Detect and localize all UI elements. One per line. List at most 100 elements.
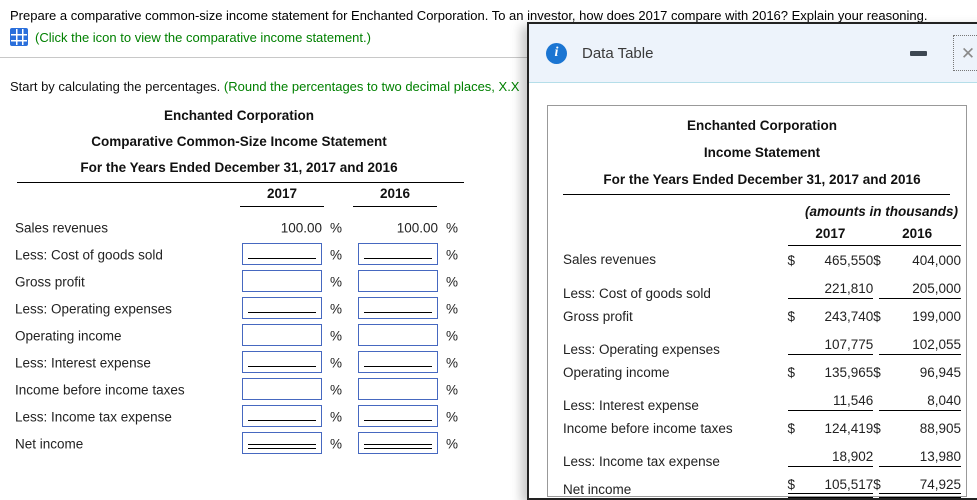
dollar-sign: $ — [787, 252, 796, 268]
input-2017-cogs[interactable] — [242, 243, 322, 265]
amount-2017: 11,546 — [803, 386, 873, 414]
percent-sign: % — [446, 382, 459, 397]
dialog-header: i Data Table ✕ — [529, 24, 977, 83]
dollar-sign: $ — [873, 252, 881, 268]
close-icon: ✕ — [960, 43, 976, 63]
input-2016-income-before-taxes[interactable] — [358, 378, 438, 400]
table-statement-title: Income Statement — [703, 145, 821, 160]
percent-sign: % — [330, 301, 343, 316]
row-label: Less: Interest expense — [563, 397, 699, 413]
table-column-2016: 2016 — [873, 221, 961, 246]
table-grid-icon[interactable] — [10, 28, 28, 46]
table-header-rule — [563, 194, 950, 195]
input-2017-income-tax[interactable] — [242, 405, 322, 427]
amount-2016: 96,945 — [919, 364, 961, 380]
row-label: Sales revenues — [563, 252, 657, 268]
dollar-sign: $ — [873, 364, 881, 380]
dollar-sign — [787, 330, 804, 358]
percent-sign: % — [330, 409, 343, 424]
dollar-sign — [873, 442, 890, 470]
table-row: Less: Interest expense 11,546 8,040 — [563, 386, 961, 414]
input-2016-operating-income[interactable] — [358, 324, 438, 346]
minimize-button[interactable] — [904, 45, 933, 62]
form-row-income-before-taxes: Income before income taxes % % — [10, 376, 480, 403]
row-label: Less: Operating expenses — [15, 301, 172, 316]
dollar-sign: $ — [787, 470, 804, 498]
dollar-sign — [787, 442, 804, 470]
table-row: Less: Income tax expense 18,902 13,980 — [563, 442, 961, 470]
amount-2017: 135,965 — [824, 364, 874, 380]
form-row-sales-revenues: Sales revenues 100.00 % 100.00 % — [10, 214, 480, 241]
row-label: Less: Interest expense — [15, 355, 151, 370]
form-header-rule — [17, 182, 464, 183]
percent-sign: % — [330, 355, 343, 370]
minimize-icon — [910, 50, 927, 56]
percent-sign: % — [446, 220, 459, 235]
input-2016-gross-profit[interactable] — [358, 270, 438, 292]
question-text: Prepare a comparative common-size income… — [10, 8, 928, 23]
table-company-name: Enchanted Corporation — [686, 118, 837, 133]
table-row: Operating income $ 135,965 $ 96,945 — [563, 358, 961, 386]
table-column-2017: 2017 — [787, 221, 874, 246]
percent-sign: % — [330, 247, 343, 262]
input-2016-interest-expense[interactable] — [358, 351, 438, 373]
instruction-text: Start by calculating the percentages. — [10, 79, 221, 94]
dollar-sign — [873, 274, 890, 302]
data-table-dialog: i Data Table ✕ Enchanted Corporation Inc… — [527, 22, 977, 500]
form-row-cogs: Less: Cost of goods sold % % — [10, 241, 480, 268]
dollar-sign — [787, 386, 804, 414]
amount-2017: 465,550 — [824, 252, 874, 268]
input-2017-net-income[interactable] — [242, 432, 322, 454]
row-label: Less: Cost of goods sold — [563, 285, 711, 301]
section-divider — [0, 57, 977, 58]
input-2017-gross-profit[interactable] — [242, 270, 322, 292]
form-column-2016: 2016 — [353, 186, 437, 207]
amount-2016: 102,055 — [889, 330, 961, 358]
input-2016-income-tax[interactable] — [358, 405, 438, 427]
amount-2017: 18,902 — [803, 442, 873, 470]
percent-sign: % — [446, 436, 459, 451]
input-2016-cogs[interactable] — [358, 243, 438, 265]
percent-sign: % — [330, 436, 343, 451]
input-2017-operating-expenses[interactable] — [242, 297, 322, 319]
row-label: Sales revenues — [15, 220, 109, 235]
dollar-sign: $ — [873, 308, 881, 324]
form-period: For the Years Ended December 31, 2017 an… — [80, 160, 398, 175]
form-column-2017: 2017 — [240, 186, 324, 207]
amount-2017: 221,810 — [803, 274, 873, 302]
input-2017-income-before-taxes[interactable] — [242, 378, 322, 400]
value-2017: 100.00 — [280, 220, 322, 235]
input-2017-interest-expense[interactable] — [242, 351, 322, 373]
percent-sign: % — [330, 328, 343, 343]
row-label: Net income — [15, 436, 84, 451]
dollar-sign: $ — [873, 420, 881, 436]
income-statement-box: Enchanted Corporation Income Statement F… — [547, 105, 967, 498]
percent-sign: % — [446, 274, 459, 289]
dialog-title: Data Table — [582, 44, 654, 62]
dollar-sign: $ — [873, 470, 890, 498]
close-button[interactable]: ✕ — [953, 35, 977, 71]
amount-2016: 404,000 — [912, 252, 961, 268]
input-2016-operating-expenses[interactable] — [358, 297, 438, 319]
form-row-net-income: Net income % % — [10, 430, 480, 457]
percent-sign: % — [446, 301, 459, 316]
dollar-sign — [787, 274, 804, 302]
form-row-operating-income: Operating income % % — [10, 322, 480, 349]
row-label: Less: Cost of goods sold — [15, 247, 163, 262]
table-row: Less: Cost of goods sold 221,810 205,000 — [563, 274, 961, 302]
amount-2017: 107,775 — [803, 330, 873, 358]
input-2016-net-income[interactable] — [358, 432, 438, 454]
input-2017-operating-income[interactable] — [242, 324, 322, 346]
table-row: Gross profit $ 243,740 $ 199,000 — [563, 302, 961, 330]
amount-2017: 243,740 — [824, 308, 874, 324]
row-label: Income before income taxes — [15, 382, 185, 397]
form-row-gross-profit: Gross profit % % — [10, 268, 480, 295]
row-label: Gross profit — [563, 308, 633, 324]
amount-2016: 205,000 — [889, 274, 961, 302]
form-statement-title: Comparative Common-Size Income Statement — [91, 134, 387, 149]
percent-sign: % — [446, 247, 459, 262]
dollar-sign: $ — [787, 308, 796, 324]
form-row-income-tax-expense: Less: Income tax expense % % — [10, 403, 480, 430]
info-icon: i — [546, 42, 567, 64]
icon-hint-text: (Click the icon to view the comparative … — [35, 29, 371, 45]
